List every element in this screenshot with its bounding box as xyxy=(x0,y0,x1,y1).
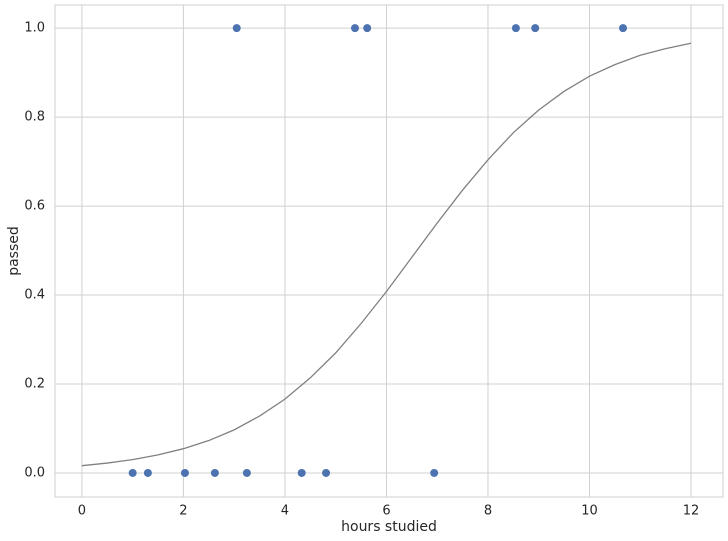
x-tick-label: 10 xyxy=(581,504,598,519)
scatter-point xyxy=(322,468,331,477)
x-axis-label: hours studied xyxy=(341,519,437,535)
x-tick-label: 6 xyxy=(382,504,390,519)
y-tick-label: 0.0 xyxy=(24,465,45,480)
scatter-point xyxy=(430,468,439,477)
scatter-point xyxy=(180,468,189,477)
scatter-point xyxy=(143,468,152,477)
x-tick-label: 4 xyxy=(281,504,289,519)
y-tick-label: 0.8 xyxy=(24,110,45,125)
x-tick-label: 12 xyxy=(683,504,700,519)
scatter-point xyxy=(619,24,628,33)
y-axis-label: passed xyxy=(6,226,22,276)
y-tick-label: 0.2 xyxy=(24,377,45,392)
plot-frame xyxy=(54,4,724,498)
scatter-point xyxy=(511,24,520,33)
scatter-point xyxy=(350,24,359,33)
y-tick-label: 0.4 xyxy=(24,288,45,303)
x-tick-label: 8 xyxy=(484,504,492,519)
y-tick-label: 0.6 xyxy=(24,199,45,214)
scatter-point xyxy=(232,24,241,33)
x-tick-label: 2 xyxy=(179,504,187,519)
scatter-point xyxy=(297,468,306,477)
x-tick-label: 0 xyxy=(78,504,86,519)
scatter-point xyxy=(531,24,540,33)
scatter-point xyxy=(210,468,219,477)
scatter-point xyxy=(363,24,372,33)
fit-curve xyxy=(81,42,692,467)
y-tick-label: 1.0 xyxy=(24,21,45,36)
scatter-point xyxy=(128,468,137,477)
scatter-point xyxy=(242,468,251,477)
